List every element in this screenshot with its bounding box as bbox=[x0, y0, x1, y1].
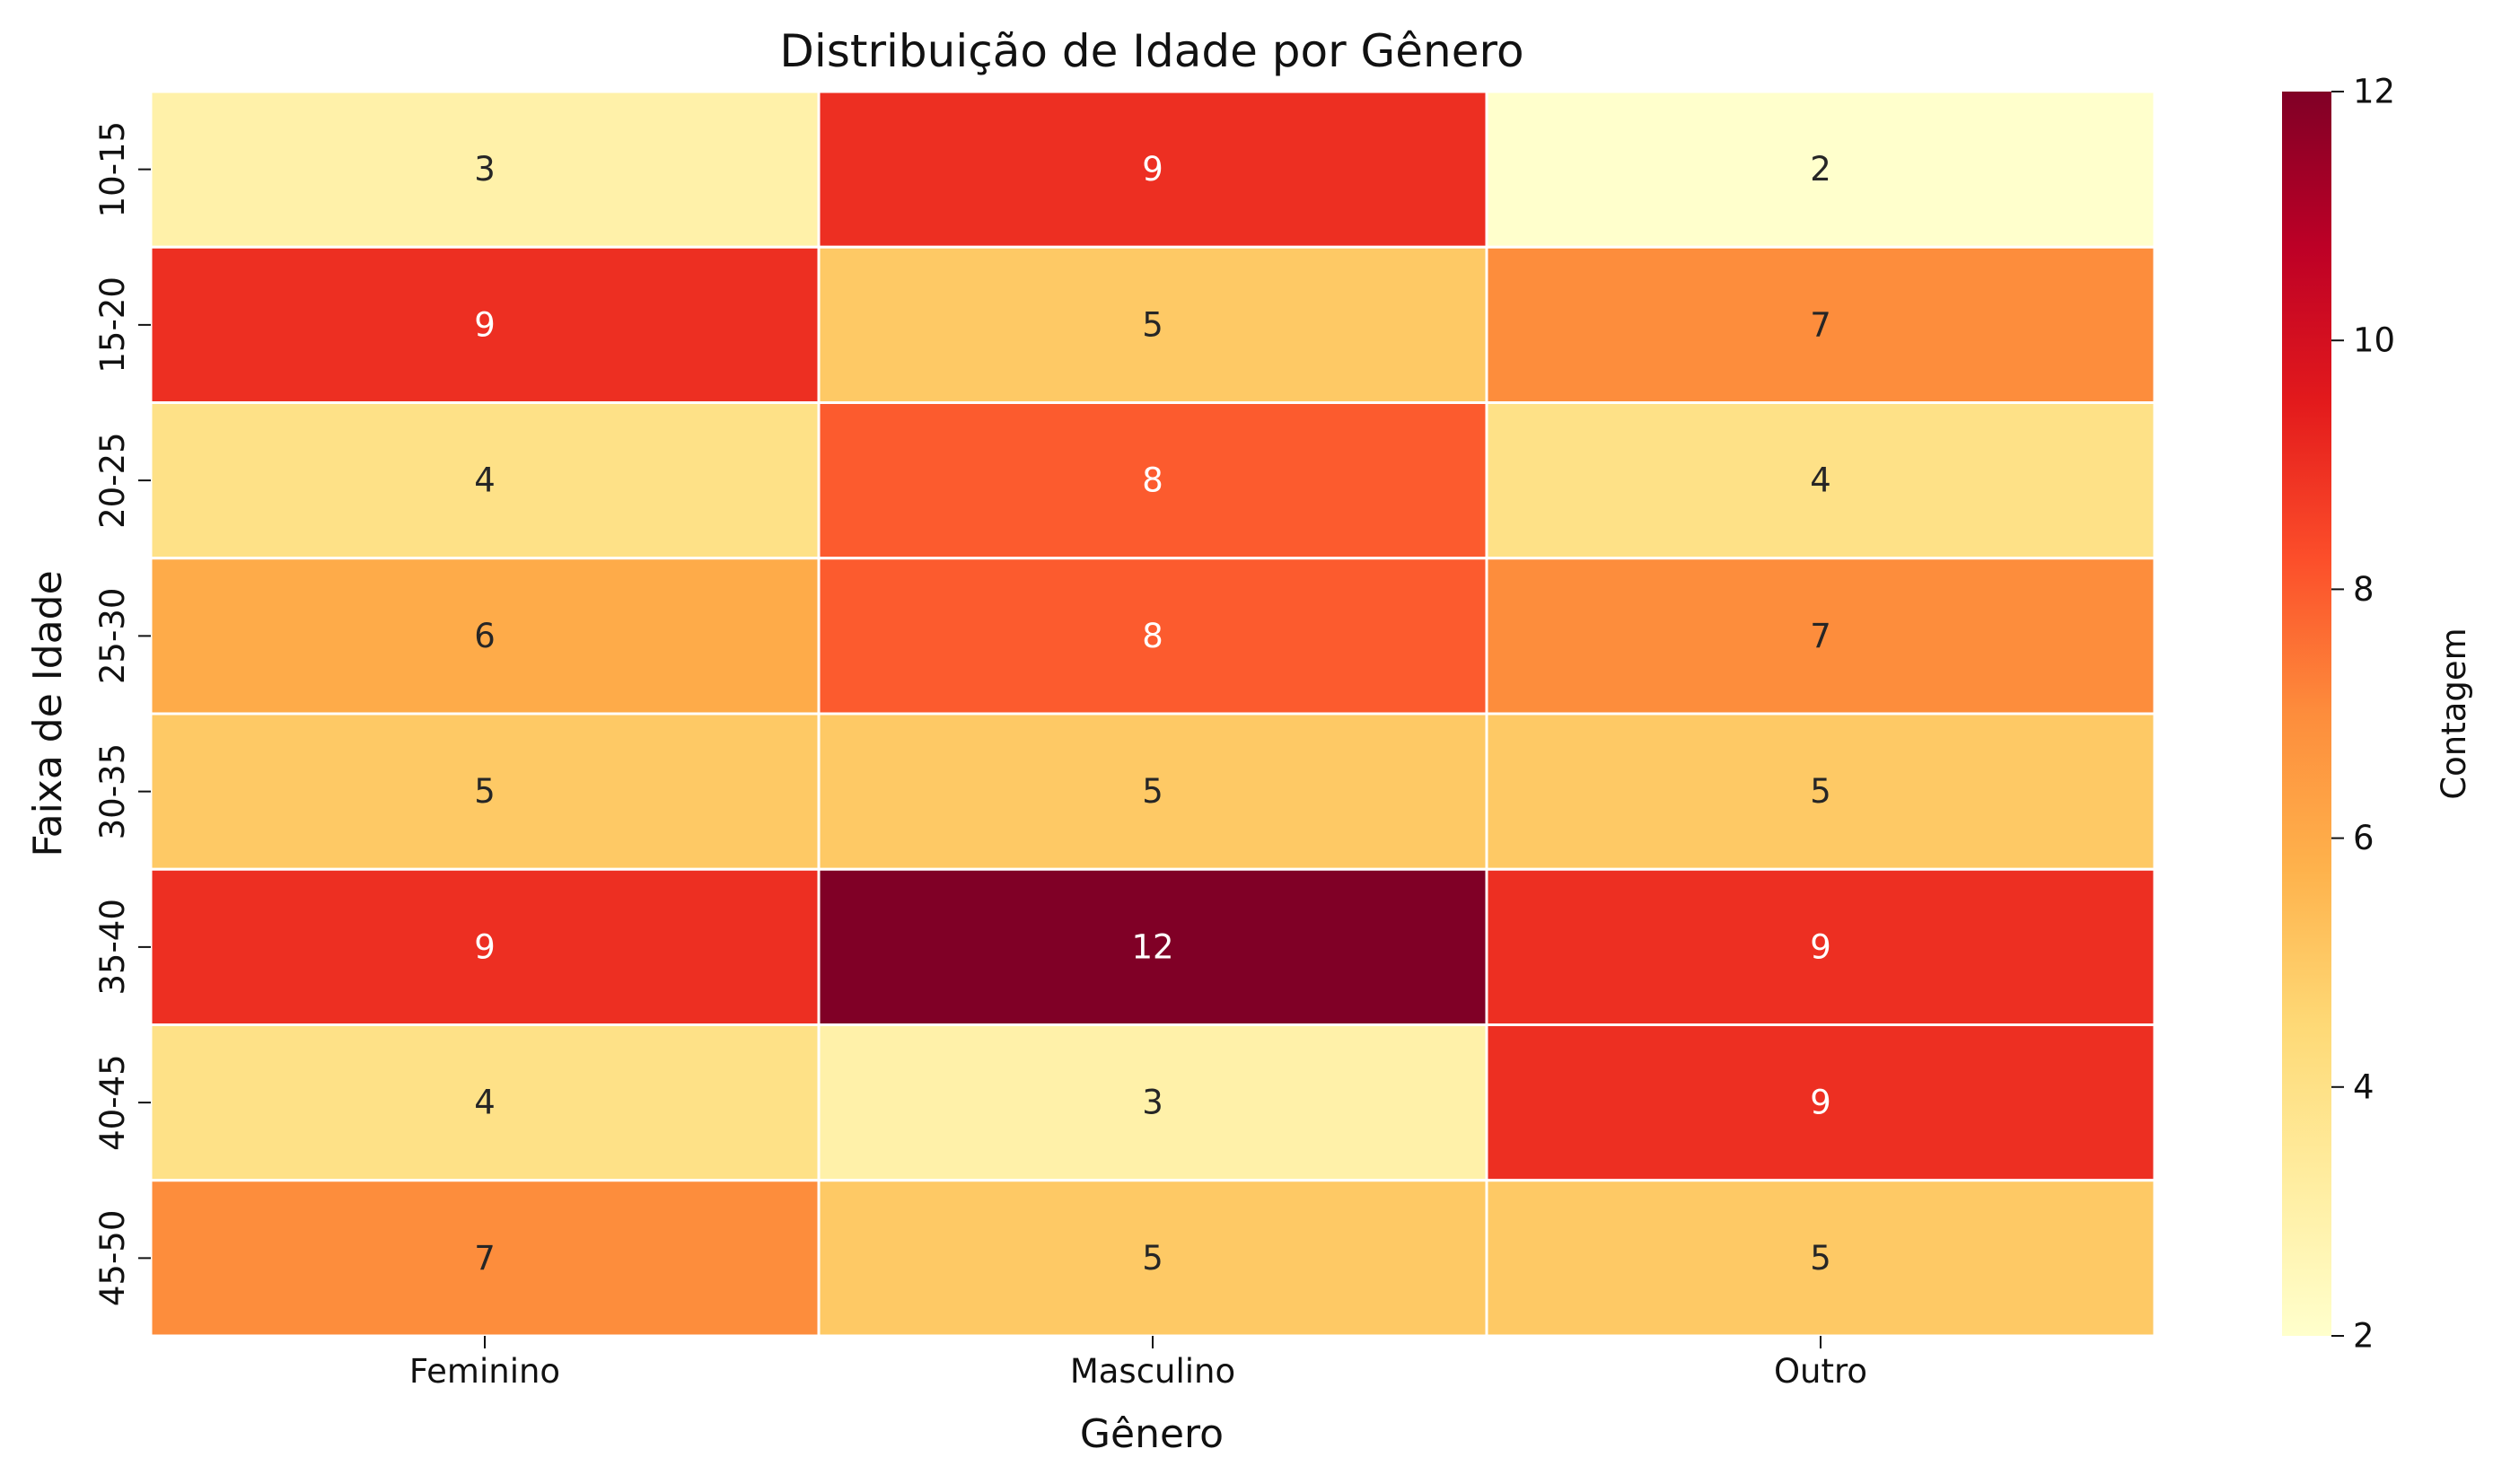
heatmap-cells bbox=[149, 90, 2156, 1338]
cell-value-label: 3 bbox=[1142, 1084, 1163, 1122]
y-tick-label: 20-25 bbox=[93, 432, 132, 529]
colorbar-gradient bbox=[2282, 92, 2331, 1336]
heatmap-cell bbox=[149, 1179, 821, 1338]
cell-value-label: 7 bbox=[1810, 617, 1831, 655]
heatmap-cell bbox=[817, 867, 1488, 1026]
cell-value-label: 9 bbox=[1142, 150, 1163, 189]
heatmap-cell bbox=[817, 90, 1488, 249]
cell-value-label: 8 bbox=[1142, 461, 1163, 500]
cell-value-label: 9 bbox=[474, 305, 496, 344]
colorbar-tick-label: 4 bbox=[2353, 1067, 2374, 1106]
colorbar-ticks: 2 4 6 8 10 12 bbox=[2331, 73, 2395, 1356]
colorbar-tick-label: 8 bbox=[2353, 570, 2374, 609]
y-tick-label: 15-20 bbox=[93, 277, 132, 373]
heatmap-cell bbox=[1485, 245, 2156, 404]
heatmap-cell bbox=[817, 1179, 1488, 1338]
cell-value-label: 7 bbox=[474, 1239, 496, 1278]
colorbar-tick-label: 10 bbox=[2353, 321, 2395, 360]
x-axis-label: Gênero bbox=[1080, 1411, 1224, 1457]
cell-value-label: 5 bbox=[1810, 772, 1831, 811]
y-axis-label: Faixa de Idade bbox=[25, 570, 71, 856]
colorbar-tick-label: 2 bbox=[2353, 1317, 2374, 1356]
cell-value-label: 4 bbox=[1810, 461, 1831, 500]
heatmap-cell bbox=[817, 245, 1488, 404]
heatmap-cell bbox=[1485, 867, 2156, 1026]
colorbar-tick-label: 6 bbox=[2353, 819, 2374, 857]
cell-value-label: 3 bbox=[474, 150, 496, 189]
y-tick-label: 10-15 bbox=[93, 121, 132, 218]
heatmap-cell bbox=[1485, 712, 2156, 871]
y-tick-label: 40-45 bbox=[93, 1054, 132, 1151]
heatmap-cell bbox=[1485, 557, 2156, 716]
heatmap-cell bbox=[149, 557, 821, 716]
cell-value-labels: 3 9 2 9 5 7 4 8 4 6 8 7 5 5 5 9 12 9 4 3 9 7 5 5 bbox=[474, 150, 1831, 1278]
heatmap-cell bbox=[1485, 1023, 2156, 1182]
cell-value-label: 5 bbox=[1142, 305, 1163, 344]
cell-value-label: 5 bbox=[1810, 1239, 1831, 1278]
colorbar: 2 4 6 8 10 12 Contagem bbox=[2282, 73, 2473, 1356]
x-tick-label: Outro bbox=[1774, 1352, 1867, 1391]
cell-value-label: 2 bbox=[1810, 150, 1831, 189]
heatmap-cell bbox=[1485, 1179, 2156, 1338]
heatmap-cell bbox=[149, 1023, 821, 1182]
y-axis-ticks: 10-15 15-20 20-25 25-30 30-35 35-40 40-45 45-50 bbox=[93, 121, 151, 1306]
y-tick-label: 35-40 bbox=[93, 899, 132, 996]
cell-value-label: 4 bbox=[474, 461, 496, 500]
cell-value-label: 5 bbox=[474, 772, 496, 811]
cell-value-label: 5 bbox=[1142, 1239, 1163, 1278]
cell-value-label: 6 bbox=[474, 617, 496, 655]
y-tick-label: 30-35 bbox=[93, 743, 132, 840]
heatmap-cell bbox=[1485, 90, 2156, 249]
x-tick-label: Feminino bbox=[409, 1352, 560, 1391]
cell-value-label: 9 bbox=[1810, 1084, 1831, 1122]
heatmap-cell bbox=[817, 401, 1488, 560]
cell-value-label: 12 bbox=[1131, 927, 1173, 966]
cell-value-label: 8 bbox=[1142, 617, 1163, 655]
colorbar-tick-label: 12 bbox=[2353, 73, 2395, 111]
heatmap-cell bbox=[149, 90, 821, 249]
x-tick-label: Masculino bbox=[1070, 1352, 1235, 1391]
cell-value-label: 4 bbox=[474, 1084, 496, 1122]
heatmap-cell bbox=[817, 1023, 1488, 1182]
y-tick-label: 45-50 bbox=[93, 1210, 132, 1307]
chart-title: Distribuição de Idade por Gênero bbox=[779, 25, 1523, 77]
heatmap-cell bbox=[817, 712, 1488, 871]
x-axis-ticks: Feminino Masculino Outro bbox=[409, 1336, 1867, 1391]
cell-value-label: 9 bbox=[1810, 927, 1831, 966]
cell-value-label: 7 bbox=[1810, 305, 1831, 344]
heatmap-cell bbox=[149, 712, 821, 871]
y-tick-label: 25-30 bbox=[93, 588, 132, 685]
cell-value-label: 5 bbox=[1142, 772, 1163, 811]
cell-value-label: 9 bbox=[474, 927, 496, 966]
colorbar-label: Contagem bbox=[2435, 628, 2473, 799]
heatmap-cell bbox=[149, 245, 821, 404]
